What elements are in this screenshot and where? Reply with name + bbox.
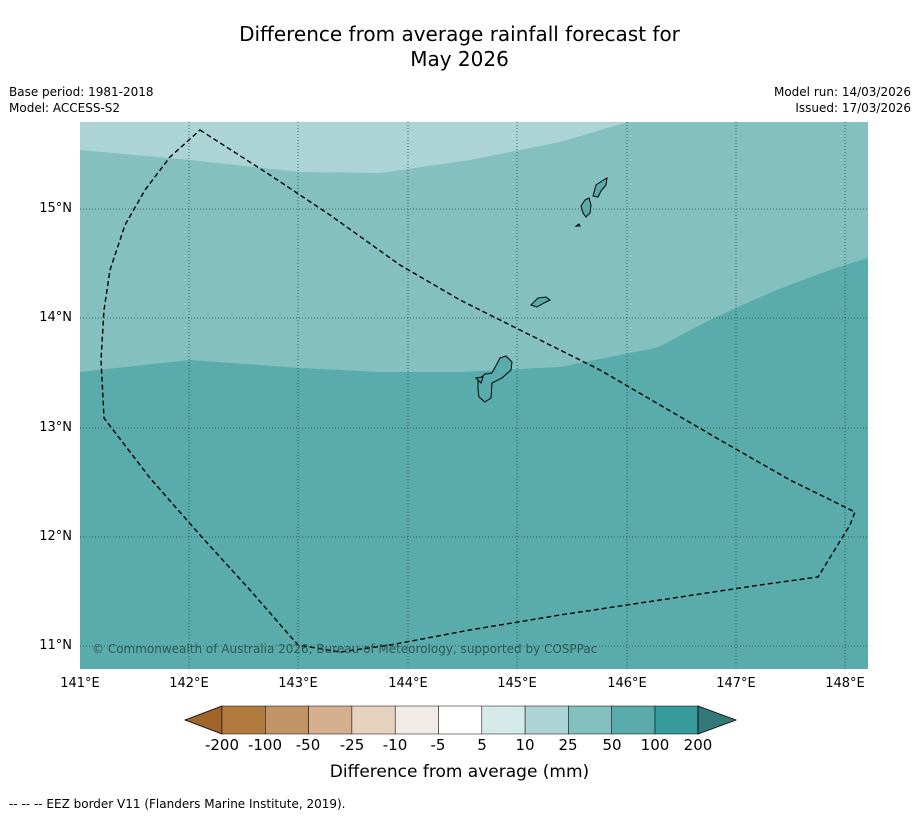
graticule [80, 122, 868, 669]
lat-label-11n: 11°N [39, 638, 72, 653]
map-panel [80, 122, 868, 669]
colorbar-swatch-7 [481, 705, 526, 735]
islet-aguijan [574, 223, 581, 227]
colorbar-swatch-1 [221, 705, 266, 735]
lon-label-144e: 144°E [388, 676, 428, 691]
colorbar-swatch-2 [265, 705, 309, 735]
colorbar-tick-label: 10 [515, 736, 535, 754]
lon-label-143e: 143°E [278, 676, 318, 691]
lat-label-12n: 12°N [39, 529, 72, 544]
colorbar-swatch-4 [351, 705, 396, 735]
contour-25-50 [80, 122, 868, 372]
colorbar-tick-label: 50 [602, 736, 622, 754]
colorbar-tick-label: -25 [339, 736, 365, 754]
island-rota [530, 296, 551, 308]
colorbar-swatch-8 [524, 705, 569, 735]
colorbar-tick-label: -200 [204, 736, 240, 754]
copyright-notice: © Commonwealth of Australia 2026, Bureau… [92, 642, 598, 656]
model-run: Model run: 14/03/2026 [773, 85, 911, 99]
colorbar-extend-low [183, 705, 223, 735]
issued-date: Issued: 17/03/2026 [795, 101, 911, 115]
colorbar [183, 705, 738, 735]
colorbar-swatch-11 [654, 705, 699, 735]
lat-label-14n: 14°N [39, 310, 72, 325]
colorbar-tick-label: 25 [558, 736, 578, 754]
colorbar-tick-label: -5 [430, 736, 446, 754]
colorbar-swatch-3 [308, 705, 353, 735]
colorbar-tick-label: -50 [295, 736, 321, 754]
colorbar-tick-label: 100 [640, 736, 670, 754]
colorbar-tick-label: -100 [247, 736, 283, 754]
model-name: Model: ACCESS-S2 [9, 101, 121, 115]
base-period: Base period: 1981-2018 [9, 85, 154, 99]
title-line-2: May 2026 [410, 47, 509, 71]
colorbar-swatch-5 [394, 705, 439, 735]
island-saipan [592, 177, 608, 198]
colorbar-title: Difference from average (mm) [329, 762, 590, 782]
lon-label-146e: 146°E [607, 676, 647, 691]
contour-10-25 [80, 122, 628, 173]
colorbar-tick-label: 200 [683, 736, 713, 754]
colorbar-extend-high [697, 705, 738, 735]
colorbar-swatch-9 [568, 705, 612, 735]
lon-label-142e: 142°E [169, 676, 209, 691]
islands [474, 177, 608, 403]
meta-right: Model run: 14/03/2026 Issued: 17/03/2026 [774, 84, 911, 116]
colorbar-tick-label: -10 [382, 736, 408, 754]
eez-legend-footer: -- -- -- EEZ border V11 (Flanders Marine… [9, 797, 346, 811]
colorbar-swatch-6 [438, 705, 483, 735]
lat-label-13n: 13°N [39, 420, 72, 435]
lon-label-147e: 147°E [716, 676, 756, 691]
lon-label-145e: 145°E [497, 676, 537, 691]
islet-guam-west [474, 376, 484, 384]
lon-label-148e: 148°E [825, 676, 865, 691]
lat-label-15n: 15°N [39, 201, 72, 216]
colorbar-tick-label: 5 [477, 736, 487, 754]
meta-left: Base period: 1981-2018 Model: ACCESS-S2 [9, 84, 154, 116]
colorbar-swatch-10 [611, 705, 656, 735]
eez-border [100, 129, 856, 653]
title-line-1: Difference from average rainfall forecas… [239, 22, 680, 46]
map-title: Difference from average rainfall forecas… [0, 22, 919, 72]
island-tinian [580, 197, 592, 218]
lon-label-141e: 141°E [60, 676, 100, 691]
island-guam [477, 355, 513, 403]
